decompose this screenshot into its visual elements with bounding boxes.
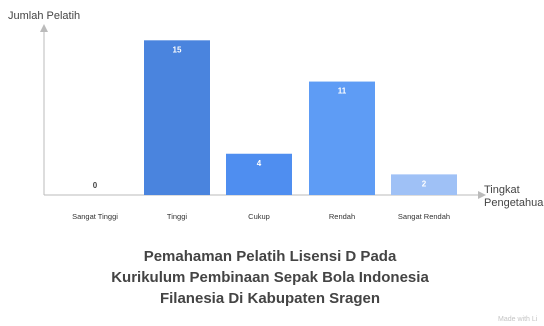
x-tick-label: Cukup <box>248 212 270 221</box>
bar-value-label: 0 <box>93 181 98 190</box>
bar-value-label: 2 <box>422 179 427 188</box>
x-axis-label-line2: Pengetahuan <box>484 197 544 209</box>
bar-value-label: 4 <box>257 159 262 168</box>
x-axis-label-line1: Tingkat <box>484 184 520 196</box>
bar-value-label: 15 <box>173 45 182 54</box>
bar-sangat-rendah <box>391 174 457 195</box>
x-tick-label: Rendah <box>329 212 355 221</box>
x-tick-label: Sangat Tinggi <box>72 212 118 221</box>
x-axis-arrow <box>478 191 486 199</box>
bar-rendah <box>309 81 375 195</box>
y-axis-arrow <box>40 24 48 32</box>
watermark-text: Made with Li <box>498 316 538 323</box>
bar-chart: Jumlah Pelatih Tingkat Pengetahuan 0 Sang… <box>8 10 544 221</box>
y-axis-label: Jumlah Pelatih <box>8 10 80 22</box>
x-tick-label: Tinggi <box>167 212 187 221</box>
chart-title: Pemahaman Pelatih Lisensi D Pada Kurikul… <box>111 248 429 307</box>
bar-value-label: 11 <box>338 87 347 96</box>
bar-cukup <box>226 153 292 195</box>
x-tick-label: Sangat Rendah <box>398 212 450 221</box>
bar-tinggi <box>144 40 210 195</box>
